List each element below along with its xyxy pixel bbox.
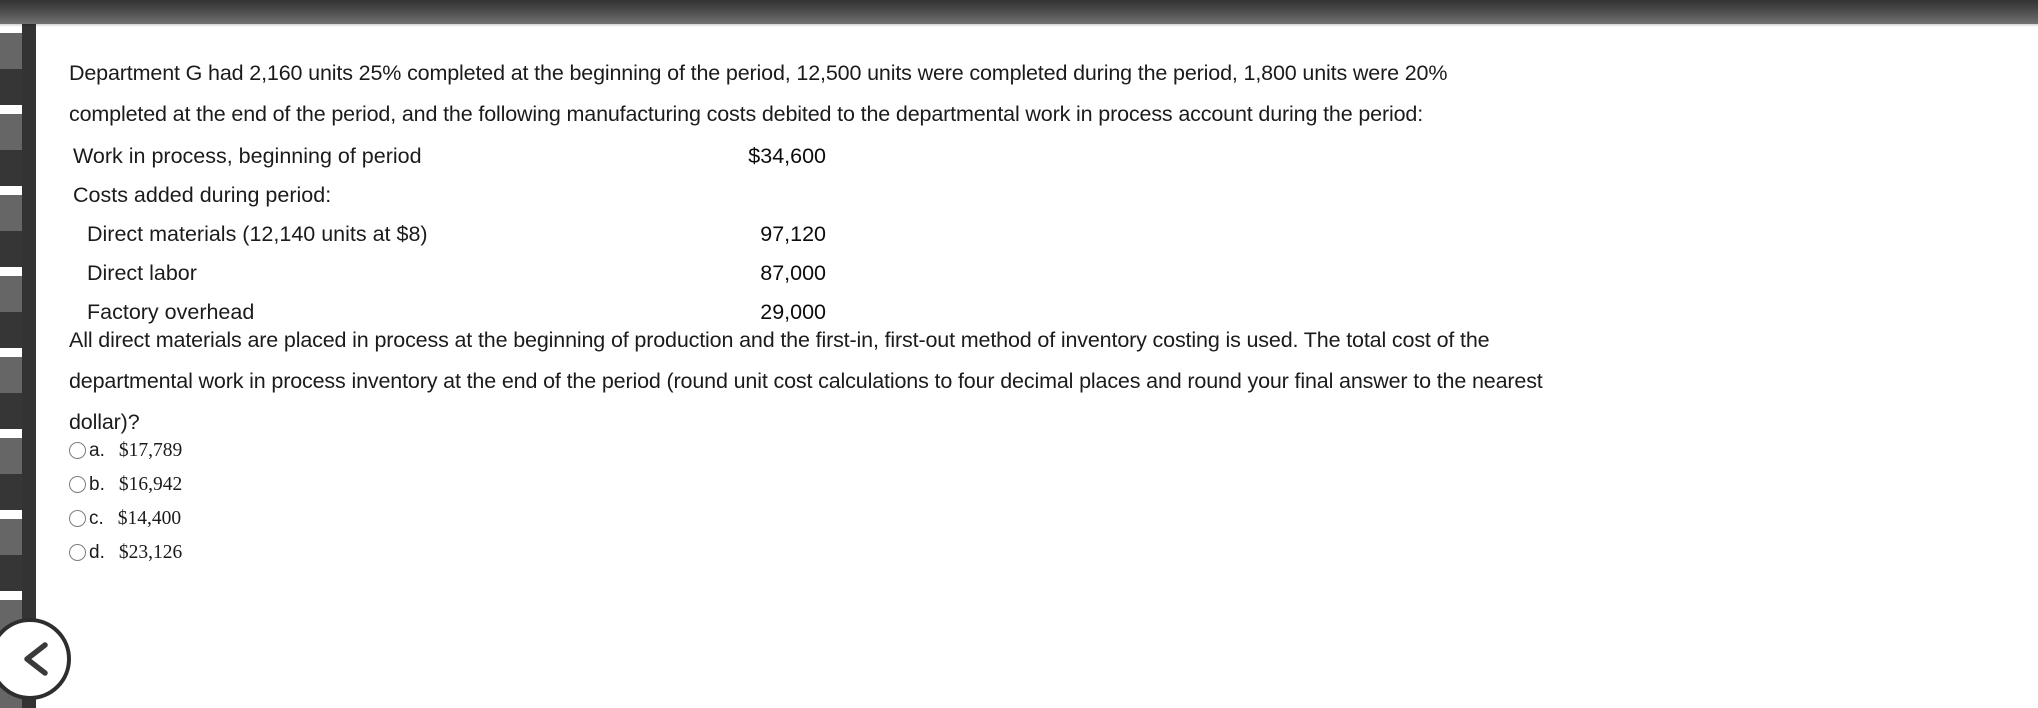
cost-table-row: Factory overhead 29,000 [69, 293, 829, 332]
cost-row-amount: 29,000 [760, 300, 826, 324]
answer-option-value: $17,789 [118, 440, 183, 461]
toolbar-shadow [0, 24, 2038, 27]
answer-option-value: $16,942 [118, 474, 183, 495]
answer-option-value: $14,400 [117, 508, 182, 529]
answer-option-value: $23,126 [118, 542, 183, 563]
answer-option-b[interactable]: b. $16,942 [69, 469, 669, 503]
answer-option-letter: b. [89, 474, 105, 495]
question-intro-line-2: completed at the end of the period, and … [69, 102, 1424, 126]
answer-option-letter: a. [89, 440, 105, 461]
answer-option-a[interactable]: a. $17,789 [69, 435, 669, 469]
left-gutter [22, 24, 36, 708]
cost-row-label: Work in process, beginning of period [73, 144, 422, 168]
question-closing-line-1: All direct materials are placed in proce… [69, 328, 1490, 352]
cost-table-row: Direct materials (12,140 units at $8) 97,… [69, 215, 829, 254]
chevron-left-icon [7, 639, 53, 679]
cost-row-amount: 97,120 [760, 222, 826, 246]
cost-table-row: Work in process, beginning of period $34,… [69, 137, 829, 176]
cost-row-amount: 87,000 [760, 261, 826, 285]
page-thumbnail-strip[interactable] [0, 24, 22, 708]
cost-row-label: Costs added during period: [73, 183, 332, 207]
cost-table-row: Costs added during period: [69, 176, 829, 215]
answer-option-d[interactable]: d. $23,126 [69, 537, 669, 571]
question-content-sheet: Department G had 2,160 units 25% complet… [36, 27, 2038, 708]
cost-table-row: Direct labor 87,000 [69, 254, 829, 293]
answer-option-c[interactable]: c. $14,400 [69, 503, 669, 537]
cost-row-label: Direct materials (12,140 units at $8) [87, 222, 428, 246]
answer-options-list: a. $17,789 b. $16,942 c. $14,400 d. $23,126 [69, 435, 669, 571]
back-button[interactable] [0, 618, 71, 700]
radio-button-icon[interactable] [69, 510, 86, 527]
question-intro-line-1: Department G had 2,160 units 25% complet… [69, 61, 1448, 85]
cost-table: Work in process, beginning of period $34,… [69, 137, 829, 332]
question-closing-line-2: departmental work in process inventory a… [69, 369, 1543, 393]
radio-button-icon[interactable] [69, 476, 86, 493]
cost-row-label: Factory overhead [87, 300, 255, 324]
cost-row-amount: $34,600 [748, 144, 826, 168]
cost-row-label: Direct labor [87, 261, 197, 285]
question-closing-line-3: dollar)? [69, 410, 140, 434]
top-toolbar[interactable] [0, 0, 2038, 24]
radio-button-icon[interactable] [69, 442, 86, 459]
radio-button-icon[interactable] [69, 544, 86, 561]
answer-option-letter: d. [89, 542, 105, 563]
answer-option-letter: c. [89, 508, 104, 529]
